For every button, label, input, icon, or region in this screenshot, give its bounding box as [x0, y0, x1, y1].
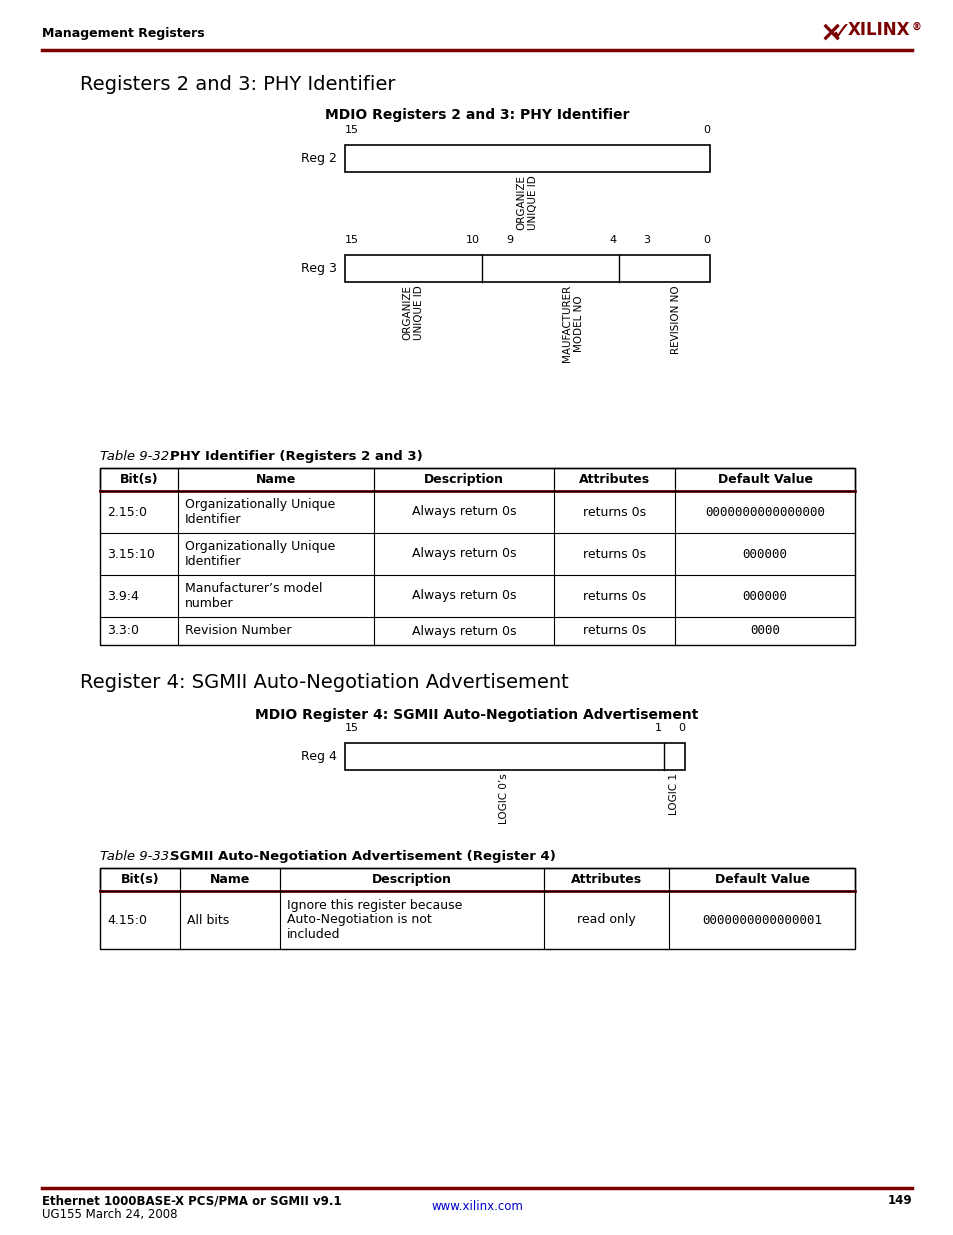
Text: Ethernet 1000BASE-X PCS/PMA or SGMII v9.1: Ethernet 1000BASE-X PCS/PMA or SGMII v9.…	[42, 1194, 341, 1207]
Text: Registers 2 and 3: PHY Identifier: Registers 2 and 3: PHY Identifier	[80, 75, 395, 94]
Text: SGMII Auto-Negotiation Advertisement (Register 4): SGMII Auto-Negotiation Advertisement (Re…	[170, 850, 556, 863]
Text: 3.3:0: 3.3:0	[107, 625, 139, 637]
Bar	[345, 144, 709, 172]
Bar	[100, 468, 854, 645]
Text: Table 9-32:: Table 9-32:	[100, 450, 173, 463]
Text: returns 0s: returns 0s	[582, 547, 645, 561]
Text: Revision Number: Revision Number	[185, 625, 291, 637]
Text: www.xilinx.com: www.xilinx.com	[431, 1200, 522, 1213]
Text: 15: 15	[345, 235, 358, 245]
Text: Name: Name	[255, 473, 295, 487]
Text: Reg 2: Reg 2	[301, 152, 336, 165]
Text: Description: Description	[372, 873, 452, 885]
Text: 0000: 0000	[749, 625, 780, 637]
Text: read only: read only	[577, 914, 635, 926]
Text: MDIO Registers 2 and 3: PHY Identifier: MDIO Registers 2 and 3: PHY Identifier	[324, 107, 629, 122]
Text: returns 0s: returns 0s	[582, 589, 645, 603]
Text: PHY Identifier (Registers 2 and 3): PHY Identifier (Registers 2 and 3)	[170, 450, 422, 463]
Text: Always return 0s: Always return 0s	[412, 589, 516, 603]
Text: Default Value: Default Value	[714, 873, 809, 885]
Text: 4.15:0: 4.15:0	[107, 914, 147, 926]
Text: 0: 0	[702, 125, 709, 135]
Text: 149: 149	[886, 1194, 911, 1207]
Text: Bit(s): Bit(s)	[119, 473, 158, 487]
Text: Ignore this register because
Auto-Negotiation is not
included: Ignore this register because Auto-Negoti…	[287, 899, 462, 941]
Text: 15: 15	[345, 125, 358, 135]
Text: 4: 4	[609, 235, 616, 245]
Text: returns 0s: returns 0s	[582, 625, 645, 637]
Text: Organizationally Unique
Identifier: Organizationally Unique Identifier	[185, 540, 335, 568]
Text: 3: 3	[643, 235, 650, 245]
Text: 000000: 000000	[741, 547, 787, 561]
Text: 2.15:0: 2.15:0	[107, 505, 147, 519]
Text: 0: 0	[702, 235, 709, 245]
Bar	[100, 868, 854, 948]
Text: MAUFACTURER
MODEL NO: MAUFACTURER MODEL NO	[561, 285, 583, 362]
Bar	[100, 468, 854, 492]
Text: returns 0s: returns 0s	[582, 505, 645, 519]
Text: Always return 0s: Always return 0s	[412, 505, 516, 519]
Text: ORGANIZE
UNIQUE ID: ORGANIZE UNIQUE ID	[402, 285, 424, 340]
Text: Register 4: SGMII Auto-Negotiation Advertisement: Register 4: SGMII Auto-Negotiation Adver…	[80, 673, 568, 692]
Text: UG155 March 24, 2008: UG155 March 24, 2008	[42, 1208, 177, 1221]
Bar	[345, 743, 684, 769]
Text: Always return 0s: Always return 0s	[412, 547, 516, 561]
Text: MDIO Register 4: SGMII Auto-Negotiation Advertisement: MDIO Register 4: SGMII Auto-Negotiation …	[255, 708, 698, 722]
Text: Name: Name	[210, 873, 250, 885]
Text: ✓: ✓	[829, 21, 850, 44]
Text: REVISION NO: REVISION NO	[670, 285, 680, 353]
Text: 0000000000000001: 0000000000000001	[701, 914, 821, 926]
Text: Always return 0s: Always return 0s	[412, 625, 516, 637]
Text: 1: 1	[654, 722, 661, 734]
Text: Table 9-33:: Table 9-33:	[100, 850, 173, 863]
Text: Reg 4: Reg 4	[301, 750, 336, 763]
Text: 10: 10	[465, 235, 479, 245]
Text: 0: 0	[678, 722, 684, 734]
Text: 0000000000000000: 0000000000000000	[704, 505, 824, 519]
Text: Attributes: Attributes	[570, 873, 641, 885]
Text: ®: ®	[911, 22, 921, 32]
Text: Default Value: Default Value	[717, 473, 812, 487]
Text: Bit(s): Bit(s)	[121, 873, 159, 885]
Text: Manufacturer’s model
number: Manufacturer’s model number	[185, 582, 322, 610]
Text: ×: ×	[820, 19, 842, 47]
Text: ORGANIZE
UNIQUE ID: ORGANIZE UNIQUE ID	[517, 175, 537, 230]
Text: All bits: All bits	[187, 914, 230, 926]
Bar	[345, 254, 709, 282]
Text: Description: Description	[424, 473, 503, 487]
Text: LOGIC 0’s: LOGIC 0’s	[498, 773, 509, 824]
Text: 3.15:10: 3.15:10	[107, 547, 154, 561]
Text: Attributes: Attributes	[578, 473, 650, 487]
Text: 15: 15	[345, 722, 358, 734]
Text: Reg 3: Reg 3	[301, 262, 336, 275]
Text: LOGIC 1: LOGIC 1	[669, 773, 679, 815]
Bar	[100, 868, 854, 890]
Text: XILINX: XILINX	[847, 21, 909, 40]
Text: 000000: 000000	[741, 589, 787, 603]
Text: Management Registers: Management Registers	[42, 26, 204, 40]
Text: 9: 9	[506, 235, 514, 245]
Text: 3.9:4: 3.9:4	[107, 589, 139, 603]
Text: Organizationally Unique
Identifier: Organizationally Unique Identifier	[185, 498, 335, 526]
